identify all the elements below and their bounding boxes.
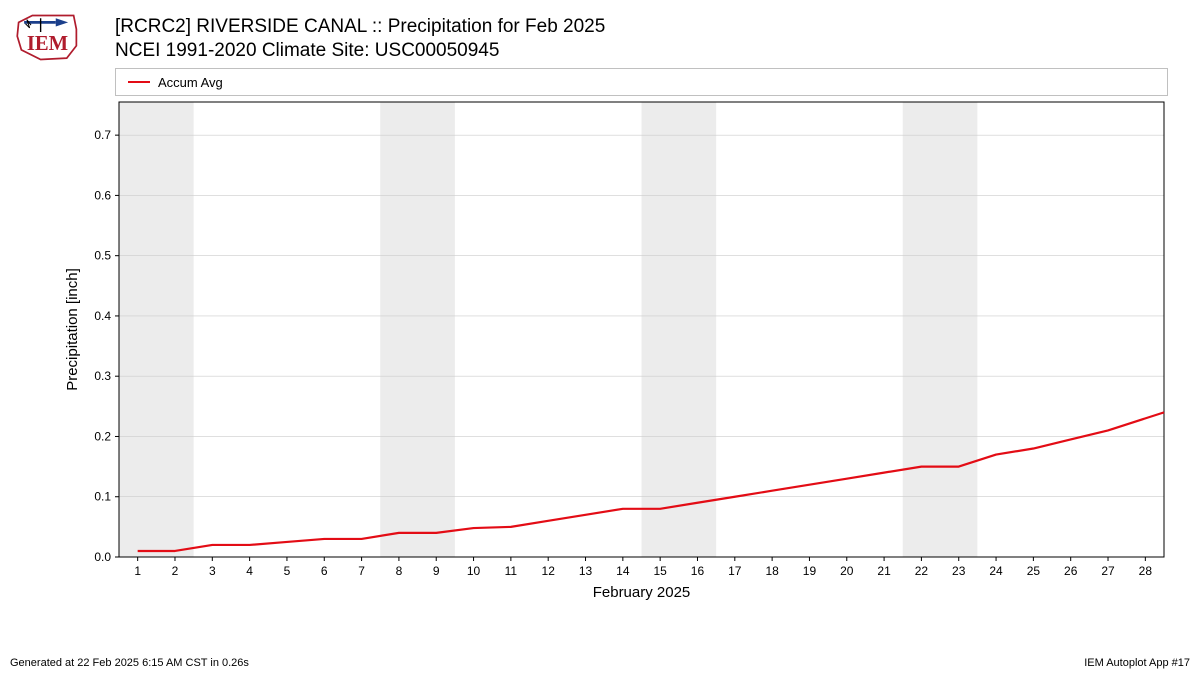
footer-appname: IEM Autoplot App #17 [1084,657,1190,669]
chart-title-line2: NCEI 1991-2020 Climate Site: USC00050945 [115,39,605,63]
svg-text:6: 6 [321,564,328,578]
legend-swatch-0 [128,81,150,84]
svg-text:9: 9 [433,564,440,578]
svg-text:22: 22 [915,564,929,578]
chart: 0.00.10.20.30.40.50.60.7Precipitation [i… [115,98,1168,603]
iem-logo-svg: IEM [10,10,85,65]
svg-text:3: 3 [209,564,216,578]
svg-text:23: 23 [952,564,966,578]
svg-text:26: 26 [1064,564,1078,578]
svg-text:IEM: IEM [27,33,68,55]
svg-text:11: 11 [505,564,518,578]
svg-text:0.5: 0.5 [94,249,111,263]
svg-text:February 2025: February 2025 [593,584,691,601]
svg-text:7: 7 [358,564,365,578]
svg-text:17: 17 [728,564,742,578]
chart-svg: 0.00.10.20.30.40.50.60.7Precipitation [i… [115,98,1168,603]
legend: Accum Avg [115,68,1168,96]
svg-text:24: 24 [989,564,1003,578]
svg-text:10: 10 [467,564,481,578]
svg-text:15: 15 [653,564,667,578]
svg-text:0.6: 0.6 [94,188,111,202]
svg-text:1: 1 [134,564,141,578]
svg-text:28: 28 [1139,564,1153,578]
footer-generated: Generated at 22 Feb 2025 6:15 AM CST in … [10,657,249,669]
svg-text:27: 27 [1101,564,1115,578]
svg-text:21: 21 [877,564,891,578]
svg-text:12: 12 [542,564,556,578]
iem-logo: IEM [10,10,85,65]
svg-text:20: 20 [840,564,854,578]
svg-text:5: 5 [284,564,291,578]
chart-title-block: [RCRC2] RIVERSIDE CANAL :: Precipitation… [115,15,605,63]
svg-text:0.2: 0.2 [94,429,111,443]
svg-text:0.0: 0.0 [94,550,111,564]
svg-text:0.7: 0.7 [94,128,111,142]
svg-text:0.4: 0.4 [94,309,111,323]
chart-title-line1: [RCRC2] RIVERSIDE CANAL :: Precipitation… [115,15,605,39]
svg-text:13: 13 [579,564,593,578]
legend-label-0: Accum Avg [158,75,223,90]
svg-text:16: 16 [691,564,705,578]
svg-text:18: 18 [765,564,779,578]
svg-text:0.3: 0.3 [94,369,111,383]
svg-text:2: 2 [172,564,179,578]
svg-text:0.1: 0.1 [94,490,111,504]
svg-text:25: 25 [1027,564,1041,578]
svg-text:8: 8 [396,564,403,578]
svg-text:14: 14 [616,564,630,578]
svg-text:4: 4 [246,564,253,578]
svg-text:Precipitation [inch]: Precipitation [inch] [64,268,81,391]
svg-text:19: 19 [803,564,817,578]
